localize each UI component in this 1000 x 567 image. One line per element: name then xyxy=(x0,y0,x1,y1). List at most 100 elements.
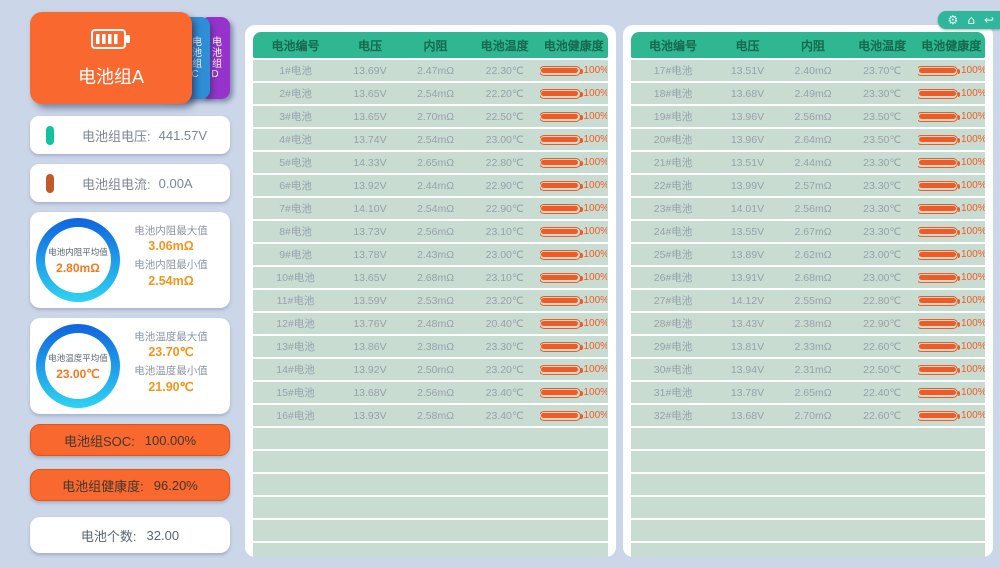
temperature-cell: 23.00℃ xyxy=(863,248,902,261)
battery-id-cell: 22#电池 xyxy=(653,180,693,192)
voltage-cell: 13.68V xyxy=(353,386,387,399)
voltage-cell: 13.76V xyxy=(353,317,387,330)
health-percent: 100% xyxy=(583,387,608,398)
battery-id-cell: 3#电池 xyxy=(279,111,312,123)
battery-health-bar xyxy=(540,134,583,145)
resistance-cell: 2.56mΩ xyxy=(417,225,455,238)
battery-health-bar xyxy=(540,272,583,283)
settings-icon[interactable]: ⚙ xyxy=(947,13,959,27)
health-cell: 100% xyxy=(917,134,985,145)
empty-row xyxy=(630,451,985,472)
health-cell: 100% xyxy=(917,410,985,421)
battery-health-bar xyxy=(917,249,960,260)
voltage-cell: 14.10V xyxy=(353,202,387,215)
table-row: 20#电池 13.96V 2.64mΩ 23.50℃ 100% xyxy=(630,129,985,150)
battery-id-cell: 8#电池 xyxy=(279,226,312,238)
temperature-cell: 23.00℃ xyxy=(485,248,524,261)
battery-id-cell: 26#电池 xyxy=(653,272,693,284)
battery-health-fill xyxy=(541,183,578,188)
sidebar: 电池组D 电池组C 电池组B 电池组A 电池组电 xyxy=(30,12,230,566)
home-icon[interactable]: ⌂ xyxy=(967,13,975,27)
battery-id-cell: 18#电池 xyxy=(653,88,693,100)
battery-health-fill xyxy=(918,183,956,188)
table-row: 18#电池 13.68V 2.49mΩ 23.30℃ 100% xyxy=(630,83,985,104)
battery-health-fill xyxy=(541,367,578,372)
voltage-cell: 13.99V xyxy=(730,179,765,192)
battery-health-fill xyxy=(918,252,956,257)
voltage-cell: 13.51V xyxy=(730,156,765,169)
battery-health-bar xyxy=(917,180,960,191)
health-percent: 100% xyxy=(583,364,608,375)
health-percent: 100% xyxy=(583,226,608,237)
column-header: 电池编号 xyxy=(649,38,698,53)
resistance-cell: 2.44mΩ xyxy=(794,156,832,169)
tab-battery-group-a[interactable]: 电池组A xyxy=(30,12,192,104)
battery-id-cell: 2#电池 xyxy=(279,88,312,100)
back-icon[interactable]: ↩ xyxy=(983,13,994,27)
empty-row xyxy=(253,428,608,449)
temperature-cell: 22.60℃ xyxy=(863,409,902,422)
table-row: 2#电池 13.65V 2.54mΩ 22.20℃ 100% xyxy=(253,83,608,104)
resistance-cell: 2.47mΩ xyxy=(417,64,455,77)
health-cell: 100% xyxy=(917,364,985,375)
temperature-cell: 23.40℃ xyxy=(485,386,524,399)
voltage-cell: 13.86V xyxy=(353,340,387,353)
voltage-cell: 14.33V xyxy=(353,156,387,169)
temperature-cell: 22.50℃ xyxy=(485,110,524,123)
battery-id-cell: 23#电池 xyxy=(653,203,693,215)
temperature-cell: 22.20℃ xyxy=(485,87,524,100)
resistance-cell: 2.54mΩ xyxy=(417,202,455,215)
health-percent: 100% xyxy=(583,203,608,214)
health-percent: 100% xyxy=(961,364,985,375)
battery-health-bar xyxy=(917,387,960,398)
health-percent: 100% xyxy=(961,65,985,76)
soc-value: 100.00% xyxy=(144,432,197,448)
temperature-cell: 22.90℃ xyxy=(863,317,902,330)
battery-health-bar xyxy=(917,410,960,421)
temperature-cell: 23.10℃ xyxy=(485,271,524,284)
battery-id-cell: 32#电池 xyxy=(653,410,693,422)
empty-row xyxy=(630,428,985,449)
health-cell: 100% xyxy=(917,157,985,168)
resistance-cell: 2.62mΩ xyxy=(794,248,832,261)
resistance-cell: 2.65mΩ xyxy=(417,156,455,169)
voltage-cell: 13.69V xyxy=(353,64,387,77)
table-row: 17#电池 13.51V 2.40mΩ 23.70℃ 100% xyxy=(630,60,985,81)
health-percent: 100% xyxy=(961,88,985,99)
temperature-cell: 23.50℃ xyxy=(863,110,902,123)
battery-health-fill xyxy=(918,413,956,418)
health-cell: 100% xyxy=(540,272,607,283)
temperature-cell: 22.90℃ xyxy=(485,179,524,192)
voltage-cell: 14.12V xyxy=(730,294,765,307)
battery-health-fill xyxy=(918,160,956,165)
temperature-max-value: 23.70℃ xyxy=(148,345,194,360)
battery-id-cell: 21#电池 xyxy=(653,157,693,169)
soh-value: 96.20% xyxy=(153,477,198,493)
battery-id-cell: 13#电池 xyxy=(276,341,315,353)
voltage-cell: 13.91V xyxy=(730,271,765,284)
current-cell-icon xyxy=(46,173,54,193)
resistance-cell: 2.31mΩ xyxy=(794,363,832,376)
group-current-label: 电池组电流: xyxy=(82,176,151,192)
resistance-min-label: 电池内阻最小值 xyxy=(134,259,208,271)
health-cell: 100% xyxy=(540,203,607,214)
table-row: 10#电池 13.65V 2.68mΩ 23.10℃ 100% xyxy=(253,267,608,288)
health-cell: 100% xyxy=(540,65,607,76)
battery-id-cell: 7#电池 xyxy=(279,203,312,215)
battery-id-cell: 19#电池 xyxy=(653,111,693,123)
temperature-avg-value: 23.00℃ xyxy=(56,366,100,381)
battery-id-cell: 15#电池 xyxy=(276,387,315,399)
voltage-cell: 13.51V xyxy=(730,64,765,77)
health-percent: 100% xyxy=(961,387,985,398)
column-header: 电池健康度 xyxy=(543,38,604,53)
temperature-cell: 23.30℃ xyxy=(863,87,902,100)
battery-health-bar xyxy=(917,65,960,76)
battery-health-bar xyxy=(917,272,960,283)
temperature-cell: 23.40℃ xyxy=(485,409,524,422)
temperature-cell: 20.40℃ xyxy=(485,317,524,330)
table-row: 30#电池 13.94V 2.31mΩ 22.50℃ 100% xyxy=(630,359,985,380)
battery-health-fill xyxy=(541,206,578,211)
table-row: 14#电池 13.92V 2.50mΩ 23.20℃ 100% xyxy=(253,359,608,380)
temperature-cell: 23.30℃ xyxy=(863,156,902,169)
battery-id-cell: 14#电池 xyxy=(276,364,315,376)
